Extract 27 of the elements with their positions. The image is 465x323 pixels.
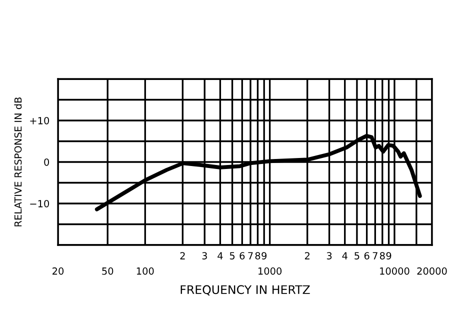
text: 4 (218, 252, 223, 260)
x-tick-label: 20 (52, 267, 64, 275)
x-axis-title: FREQUENCY IN HERTZ (180, 285, 310, 296)
text: 6 (240, 252, 245, 260)
text: 8 (380, 252, 385, 260)
x-tick-label: 100 (136, 267, 154, 275)
text: 3 (202, 252, 207, 260)
text: 6 (364, 252, 370, 260)
x-tick-label: 20000 (417, 267, 447, 275)
x-tick-label: 50 (102, 267, 114, 275)
x-tick-label: 1000 (258, 267, 282, 275)
text: 5 (230, 252, 235, 260)
x-tick-label: 10000 (380, 267, 410, 275)
y-tick-label: 0 (44, 158, 50, 166)
text: 4 (342, 252, 348, 260)
text: 2 (304, 252, 310, 260)
text: 3 (326, 252, 332, 260)
y-axis-title: RELATIVE RESPONSE IN dB (14, 97, 22, 226)
text: 2 (180, 252, 185, 260)
y-tick-label: +10 (30, 116, 50, 124)
text: 5 (354, 252, 360, 260)
y-tick-label: −10 (30, 200, 50, 208)
text: 7 (372, 252, 378, 260)
text: 9 (386, 252, 392, 260)
text: 7 (248, 252, 253, 260)
text: 9 (262, 252, 267, 260)
text: 8 (255, 252, 260, 260)
